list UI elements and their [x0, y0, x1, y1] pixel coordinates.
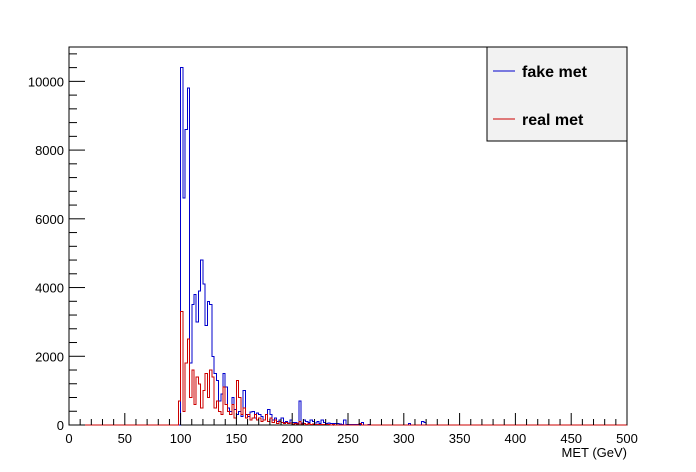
y-tick-label: 8000 — [35, 143, 64, 158]
x-tick-label: 100 — [170, 431, 192, 446]
x-tick-label: 50 — [118, 431, 132, 446]
legend-box — [486, 46, 628, 142]
x-tick-label: 450 — [560, 431, 582, 446]
x-tick-label: 0 — [65, 431, 72, 446]
y-tick-label: 4000 — [35, 281, 64, 296]
x-tick-label: 250 — [337, 431, 359, 446]
series-real-met-line — [69, 311, 627, 426]
x-tick-label: 200 — [281, 431, 303, 446]
legend-label-fake-met: fake met — [522, 64, 588, 81]
y-tick-label: 6000 — [35, 212, 64, 227]
x-tick-label: 500 — [616, 431, 638, 446]
x-tick-label: 300 — [393, 431, 415, 446]
y-tick-label: 10000 — [28, 74, 64, 89]
x-tick-label: 150 — [226, 431, 248, 446]
y-tick-label: 2000 — [35, 349, 64, 364]
legend-label-real-met: real met — [522, 112, 584, 129]
x-axis-title: MET (GeV) — [562, 445, 628, 460]
x-tick-label: 400 — [505, 431, 527, 446]
y-tick-label: 0 — [57, 418, 64, 433]
x-tick-label: 350 — [449, 431, 471, 446]
